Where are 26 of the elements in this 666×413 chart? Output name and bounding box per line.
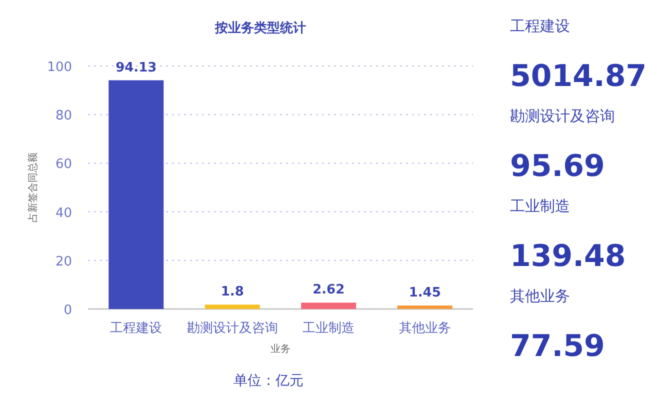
y-tick-label: 60 [55,157,72,172]
text: 5014.87 [510,59,647,94]
text: 勘测设计及咨询 [510,107,615,125]
y-tick-label: 40 [55,206,72,221]
x-tick-label: 工程建设 [110,321,162,336]
x-tick-label: 其他业务 [398,321,451,336]
data-label: 94.13 [116,60,157,76]
text: 其他业务 [510,287,570,305]
y-tick-label: 100 [47,60,72,75]
x-tick-label: 工业制造 [302,321,355,336]
data-label: 1.45 [408,285,441,300]
text: 139.48 [510,239,626,274]
title: 按业务类型统计 [215,21,306,36]
text: 工业制造 [510,197,570,215]
x-tick-label: 勘测设计及咨询 [186,321,278,336]
text: 单位：亿元 [234,373,304,389]
y-tick-label: 0 [64,303,72,318]
data-label: 1.8 [220,284,244,300]
y-axis-title: 占新签合同总额 [27,152,39,222]
y-tick-label: 80 [55,108,72,124]
text: 工程建设 [510,17,570,35]
text: 95.69 [510,149,605,184]
data-label: 2.62 [312,282,345,298]
text: 77.59 [510,329,605,364]
x-axis-title: 业务 [270,343,290,355]
y-tick-label: 20 [55,254,72,270]
